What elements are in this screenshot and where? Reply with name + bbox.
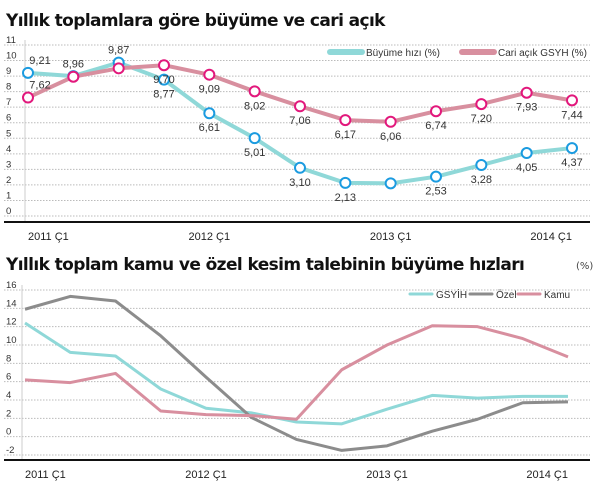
chart-1-legend-label: Büyüme hızı (%) xyxy=(366,48,440,59)
chart-1-y-tick: 7 xyxy=(6,97,11,108)
chart-1-data-point xyxy=(520,86,533,99)
chart-1-legend-label: Cari açık GSYH (%) xyxy=(498,48,587,59)
chart-1-data-point xyxy=(566,142,578,155)
chart-1-data-label: 6,74 xyxy=(425,120,446,132)
chart-2-x-tick: 2012 Ç1 xyxy=(185,469,227,481)
chart-1-y-tick: 11 xyxy=(6,35,16,46)
chart-2-x-tick: 2013 Ç1 xyxy=(366,469,408,481)
chart-1-x-tick: 2014 Ç1 xyxy=(530,231,572,243)
chart-1-y-tick: 4 xyxy=(6,144,11,155)
chart-1-data-point xyxy=(339,176,352,189)
chart-1-x-tick: 2011 Ç1 xyxy=(28,231,69,243)
chart-2-title: Yıllık toplam kamu ve özel kesim talebin… xyxy=(5,255,524,275)
chart-1-data-label: 6,17 xyxy=(335,129,356,141)
chart-1-y-tick: 1 xyxy=(6,190,11,201)
chart-1-y-tick: 8 xyxy=(6,82,11,93)
chart-1-data-point xyxy=(203,107,216,120)
chart-2-y-tick: 4 xyxy=(6,390,11,401)
chart-1-y-tick: 9 xyxy=(6,66,11,77)
chart-1-data-point xyxy=(294,161,306,174)
chart-1-data-point xyxy=(22,91,34,104)
chart-1-data-point xyxy=(430,170,442,183)
chart-1-data-label: 5,01 xyxy=(244,147,265,159)
chart-1-data-point xyxy=(294,100,306,113)
chart-1-data-point xyxy=(520,147,533,160)
chart-2-legend-label: Kamu xyxy=(544,290,570,301)
chart-1-x-tick: 2013 Ç1 xyxy=(370,231,412,243)
chart-2-series-line-2 xyxy=(24,324,569,421)
chart-2-y-tick: 12 xyxy=(6,317,17,328)
chart-1-data-point xyxy=(248,85,261,98)
chart-1-y-tick: 2 xyxy=(6,175,11,186)
chart-1-data-label: 7,06 xyxy=(289,115,310,127)
chart-1-data-point xyxy=(203,68,216,81)
chart-1-data-label: 7,62 xyxy=(29,80,50,92)
chart-2-x-tick: 2011 Ç1 xyxy=(25,469,66,481)
chart-1-y-tick: 3 xyxy=(6,159,11,170)
chart-1-data-label: 9,70 xyxy=(153,74,174,86)
chart-1-data-point xyxy=(22,66,34,79)
chart-1-y-tick: 6 xyxy=(6,113,11,124)
chart-1-x-tick: 2012 Ç1 xyxy=(189,231,231,243)
chart-1-data-point xyxy=(112,62,125,75)
chart-2-y-tick: 14 xyxy=(6,298,17,309)
chart-1-y-tick: 5 xyxy=(6,128,11,139)
chart-2-y-tick: 0 xyxy=(6,427,11,438)
chart-2-y-tick: 2 xyxy=(6,408,11,419)
chart-2-x-tick: 2014 Ç1 xyxy=(526,469,568,481)
chart-1-data-point xyxy=(158,59,170,72)
chart-1-data-point xyxy=(475,98,488,111)
chart-1-data-label: 7,93 xyxy=(516,102,537,114)
chart-2-legend-label: Özel xyxy=(496,289,517,301)
chart-2-legend-label: GSYİH xyxy=(436,288,467,301)
chart-1-data-label: 7,20 xyxy=(471,113,492,125)
chart-1-y-tick: 0 xyxy=(6,206,11,217)
chart-1-data-label: 3,10 xyxy=(289,177,310,189)
chart-2-y-tick: 6 xyxy=(6,372,11,383)
chart-1-data-label: 4,05 xyxy=(516,162,537,174)
chart-1-data-point xyxy=(384,177,397,190)
chart-1-data-label: 3,28 xyxy=(471,174,492,186)
chart-1-data-label: 8,77 xyxy=(153,89,174,101)
chart-1-data-label: 9,87 xyxy=(108,45,129,57)
chart-2-y-tick: -2 xyxy=(6,445,14,456)
chart-1-data-label: 8,96 xyxy=(63,59,84,71)
chart-1-data-label: 9,21 xyxy=(29,55,50,67)
chart-1-data-label: 7,44 xyxy=(561,109,582,121)
chart-1-title: Yıllık toplamlara göre büyüme ve cari aç… xyxy=(5,11,386,31)
chart-1-data-label: 4,37 xyxy=(561,157,582,169)
chart-1-data-label: 6,06 xyxy=(380,131,401,143)
chart-1-data-label: 9,09 xyxy=(199,84,220,96)
chart-1-data-point xyxy=(430,105,442,118)
chart-2-y-tick: 16 xyxy=(6,280,17,291)
chart-1-data-point xyxy=(475,159,488,172)
chart-2-series-line-1 xyxy=(24,294,569,452)
chart-1-data-label: 2,13 xyxy=(335,192,356,204)
chart-1-data-point xyxy=(67,70,80,83)
chart-2-y-tick: 8 xyxy=(6,353,11,364)
chart-1-y-tick: 10 xyxy=(6,51,17,62)
chart-1-data-point xyxy=(339,114,352,127)
chart-2-series-line-0 xyxy=(24,321,568,426)
chart-1-data-point xyxy=(384,115,397,128)
chart-2-unit: (%) xyxy=(576,261,593,272)
chart-1-data-point xyxy=(158,73,170,86)
chart-1-data-point xyxy=(566,94,578,107)
chart-1-data-label: 6,61 xyxy=(199,122,220,134)
chart-1-data-point xyxy=(248,132,261,145)
chart-1-data-label: 2,53 xyxy=(425,186,446,198)
chart-1-data-label: 8,02 xyxy=(244,100,265,112)
chart-2-y-tick: 10 xyxy=(6,335,17,346)
